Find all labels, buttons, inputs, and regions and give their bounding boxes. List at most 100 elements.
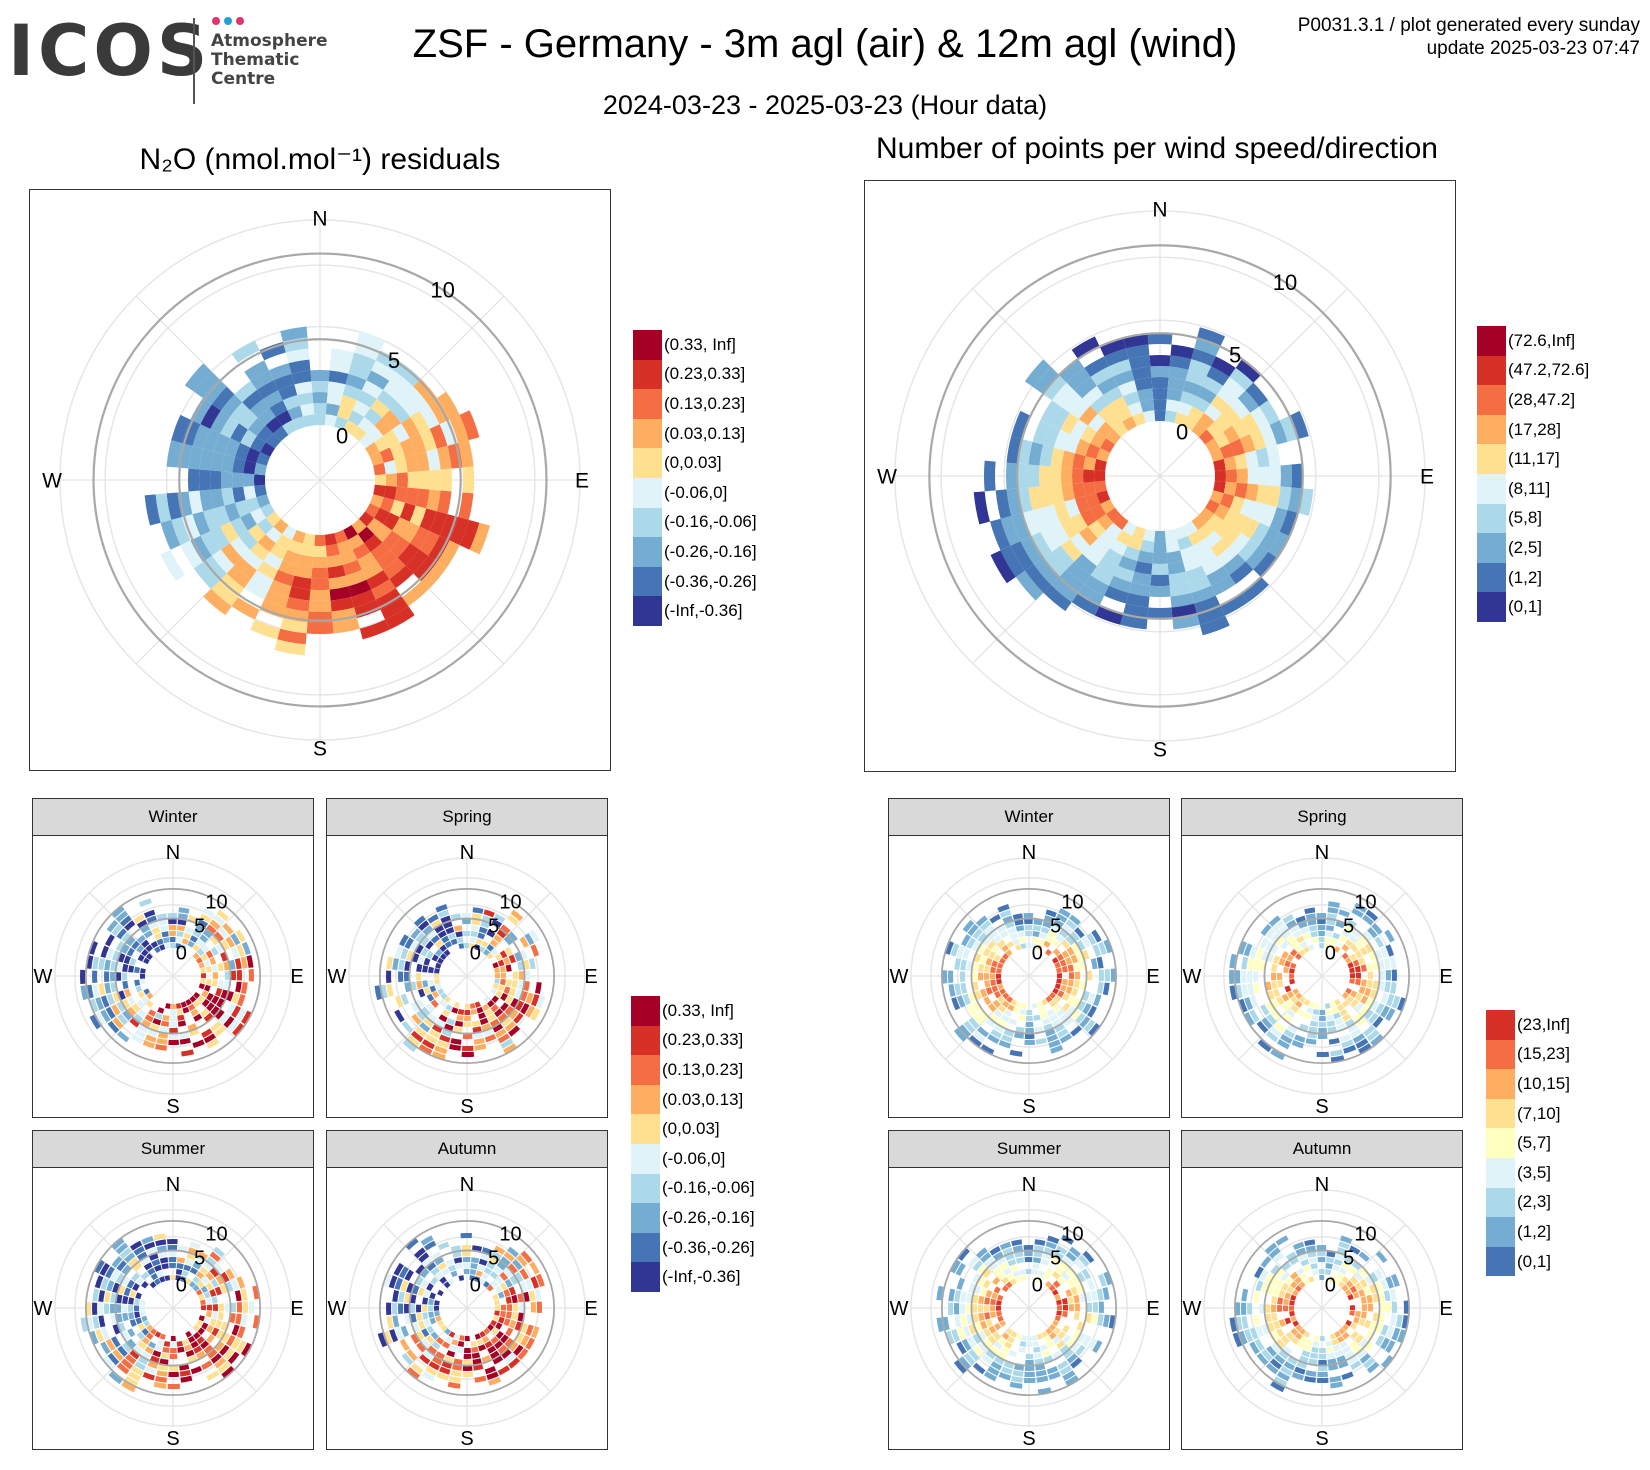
heat-cell <box>254 484 267 498</box>
heat-cell <box>146 992 154 1000</box>
heat-cell <box>1204 403 1223 422</box>
heat-cell <box>1286 954 1294 962</box>
heat-cell <box>978 1010 988 1021</box>
heat-cell <box>1062 978 1068 986</box>
heat-cell <box>310 370 330 382</box>
heat-cell <box>158 919 168 926</box>
heat-cell <box>247 524 266 543</box>
heat-cell <box>501 1017 512 1027</box>
heat-cell <box>1295 915 1306 924</box>
heat-cell <box>1149 355 1171 367</box>
heat-cell <box>1050 1256 1061 1265</box>
heat-cell <box>1295 1247 1306 1256</box>
heat-cell <box>942 970 948 984</box>
heat-cell <box>167 913 178 919</box>
heat-cell <box>206 1310 212 1318</box>
heat-cell <box>447 1381 461 1389</box>
heat-cell <box>453 925 463 932</box>
heat-cell <box>985 957 993 966</box>
heat-cell <box>439 1366 451 1375</box>
heat-cell <box>1275 1338 1286 1349</box>
heat-cell <box>1094 480 1107 494</box>
heat-cell <box>1089 394 1110 414</box>
heat-cell <box>1329 1276 1336 1283</box>
heat-cell <box>240 1314 248 1326</box>
heat-cell <box>211 1311 218 1319</box>
heat-cell <box>247 417 266 436</box>
heat-cell <box>990 1029 1002 1039</box>
heat-cell <box>126 1006 137 1017</box>
heat-cell <box>992 944 1001 954</box>
heat-cell <box>95 997 105 1011</box>
legend-label: (7,10] <box>1517 1103 1561 1123</box>
legend-label: (1,2] <box>1517 1221 1552 1241</box>
heat-cell <box>445 927 455 935</box>
legend-key <box>1477 592 1506 622</box>
heat-cell <box>198 1294 205 1301</box>
heat-cell <box>995 489 1012 519</box>
heat-cell <box>503 956 511 965</box>
heat-cell <box>977 944 986 955</box>
heat-cell <box>1122 390 1141 407</box>
heat-cell <box>390 536 411 558</box>
heat-cell <box>1296 1267 1305 1276</box>
heat-cell <box>1280 1335 1290 1345</box>
heat-cell <box>225 1268 235 1280</box>
heat-cell <box>1006 1328 1013 1336</box>
heat-cell <box>1358 935 1369 946</box>
heat-cell <box>1118 555 1138 572</box>
heat-cell <box>169 1021 178 1027</box>
heat-cell <box>141 1271 150 1280</box>
heat-cell <box>997 1294 1004 1301</box>
heat-cell <box>1023 1245 1034 1251</box>
heat-cell <box>222 922 234 935</box>
heat-cell <box>1122 521 1137 536</box>
heat-cell <box>184 926 194 934</box>
heat-cell <box>330 596 355 612</box>
heat-cell <box>294 565 313 579</box>
heat-cell <box>117 1345 128 1357</box>
heat-cell <box>483 1280 490 1288</box>
heat-cell <box>517 1348 529 1360</box>
heat-cell <box>444 996 451 1004</box>
heat-cell <box>992 999 1001 1008</box>
heat-cell <box>116 1001 126 1013</box>
heat-cell <box>157 1007 165 1014</box>
heat-cell <box>1299 996 1306 1004</box>
heat-cell <box>503 1267 514 1278</box>
heat-cell <box>463 1015 471 1021</box>
heat-cell <box>154 1331 162 1338</box>
heat-cell <box>1350 1028 1362 1038</box>
heat-cell <box>491 1250 503 1260</box>
heat-cell <box>1344 1289 1352 1296</box>
heat-cell <box>1079 980 1086 990</box>
heat-cell <box>420 1279 429 1289</box>
heat-cell <box>1053 948 1061 956</box>
heat-cell <box>131 1366 144 1376</box>
heat-cell <box>132 1261 143 1272</box>
radial-tick-circle <box>1263 1249 1381 1367</box>
heat-cell <box>1043 424 1061 448</box>
heat-cell <box>1259 400 1280 425</box>
heat-cell <box>128 1312 135 1320</box>
heat-cell <box>469 1003 476 1009</box>
heat-cell <box>1169 355 1192 370</box>
heat-cell <box>145 1034 157 1043</box>
heat-cell <box>1391 969 1397 982</box>
heat-cell <box>177 919 187 926</box>
heat-cell <box>470 1263 478 1270</box>
heat-cell <box>1059 1344 1070 1355</box>
heat-cell <box>1033 1346 1041 1353</box>
heat-cell <box>225 1281 234 1292</box>
heat-cell <box>345 373 367 391</box>
heat-cell <box>1039 932 1048 940</box>
legend-row: (5,8] <box>1477 503 1589 534</box>
heat-cell <box>374 474 386 486</box>
heat-cell <box>1061 965 1068 973</box>
heat-cell <box>234 958 242 970</box>
heat-cell <box>155 493 172 523</box>
heat-cell <box>967 1004 977 1016</box>
heat-cell <box>136 919 148 929</box>
heat-cell <box>1344 957 1352 964</box>
heat-cell <box>456 1346 464 1353</box>
